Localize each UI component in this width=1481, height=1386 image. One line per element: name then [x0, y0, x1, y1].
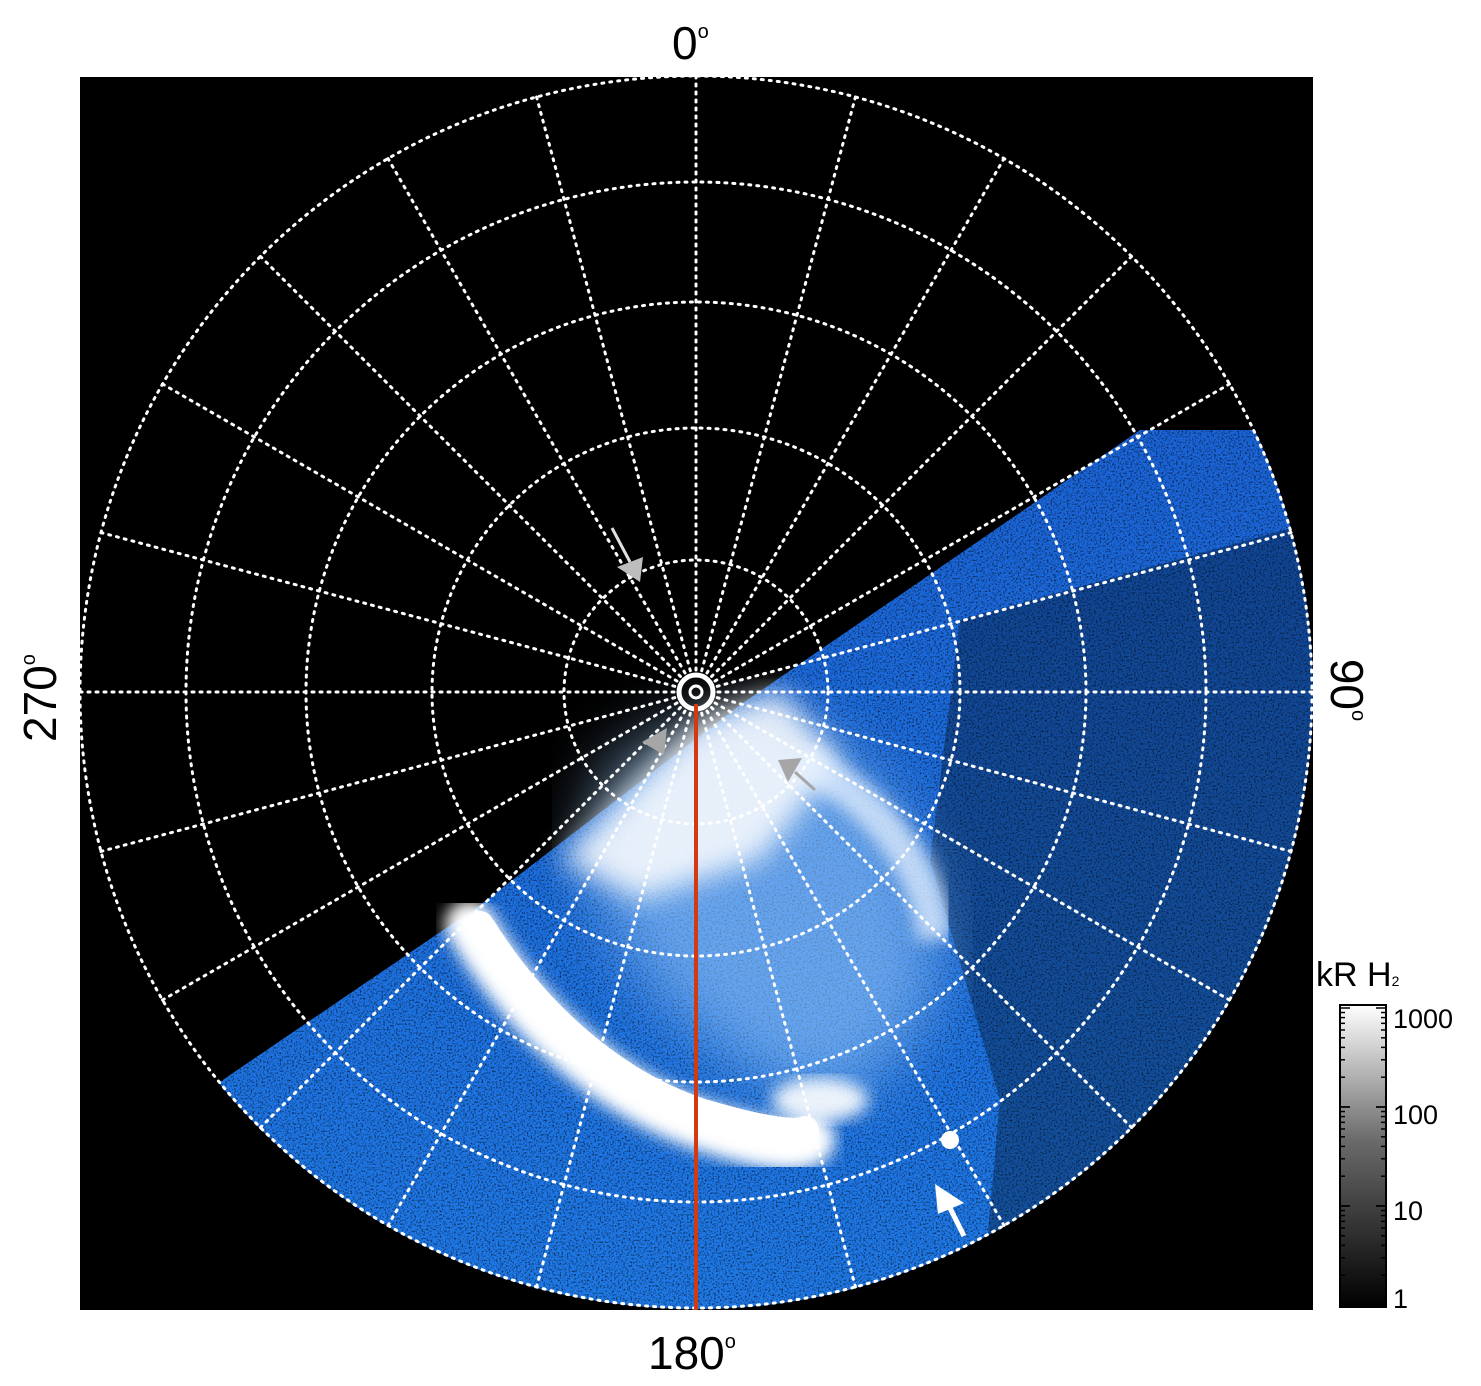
- grid-spoke: [705, 709, 1006, 1227]
- colorbar-ticks: [1340, 1007, 1386, 1306]
- grid-spoke: [715, 531, 1293, 688]
- main-auroral-arc-core: [466, 911, 819, 1146]
- grid-spoke: [99, 531, 677, 688]
- grid-spoke: [535, 711, 692, 1289]
- label-0-deg: 0o: [672, 17, 709, 69]
- label-270-deg: 270o: [14, 654, 66, 742]
- colorbar: [1339, 1004, 1387, 1308]
- polar-bright-wedge: [560, 690, 840, 900]
- grey-arrow-right: [778, 758, 817, 792]
- colorbar-tick-label: 10: [1393, 1196, 1424, 1226]
- bright-spot: [772, 1078, 868, 1122]
- aurora-emission: [80, 430, 1313, 1309]
- secondary-arc: [791, 743, 953, 942]
- grid-spoke: [535, 95, 692, 673]
- colorbar-tick-label: 100: [1393, 1100, 1439, 1130]
- footprint-spot: [941, 1131, 959, 1149]
- colorbar-tick-label: 1000: [1393, 1004, 1454, 1034]
- grid-spoke: [713, 382, 1231, 683]
- grid-spoke: [386, 157, 687, 675]
- label-90-deg: 90o: [1321, 658, 1373, 722]
- white-arrow: [935, 1184, 967, 1238]
- grid-spoke: [715, 696, 1293, 853]
- grid-spoke: [258, 706, 682, 1130]
- grid-spoke: [710, 254, 1134, 678]
- grey-arrow-upper: [610, 527, 643, 582]
- grey-arrow-lower: [642, 728, 667, 755]
- grid-spoke: [99, 696, 677, 853]
- grid-spokes: [78, 74, 1314, 1310]
- grid-spoke: [700, 95, 857, 673]
- label-180-deg: 180o: [648, 1327, 736, 1379]
- grid-spoke: [386, 709, 687, 1227]
- grid-spoke: [710, 706, 1134, 1130]
- colorbar-title: kR H2: [1316, 956, 1400, 994]
- colorbar-gradient: [1339, 1004, 1387, 1308]
- colorbar-tick-label: 1: [1393, 1284, 1409, 1314]
- grid-spoke: [258, 254, 682, 678]
- grid-spoke: [705, 157, 1006, 675]
- grid-spoke: [161, 382, 679, 683]
- grid-spoke: [161, 701, 679, 1002]
- grid-spoke: [713, 701, 1231, 1002]
- grid-spoke: [700, 711, 857, 1289]
